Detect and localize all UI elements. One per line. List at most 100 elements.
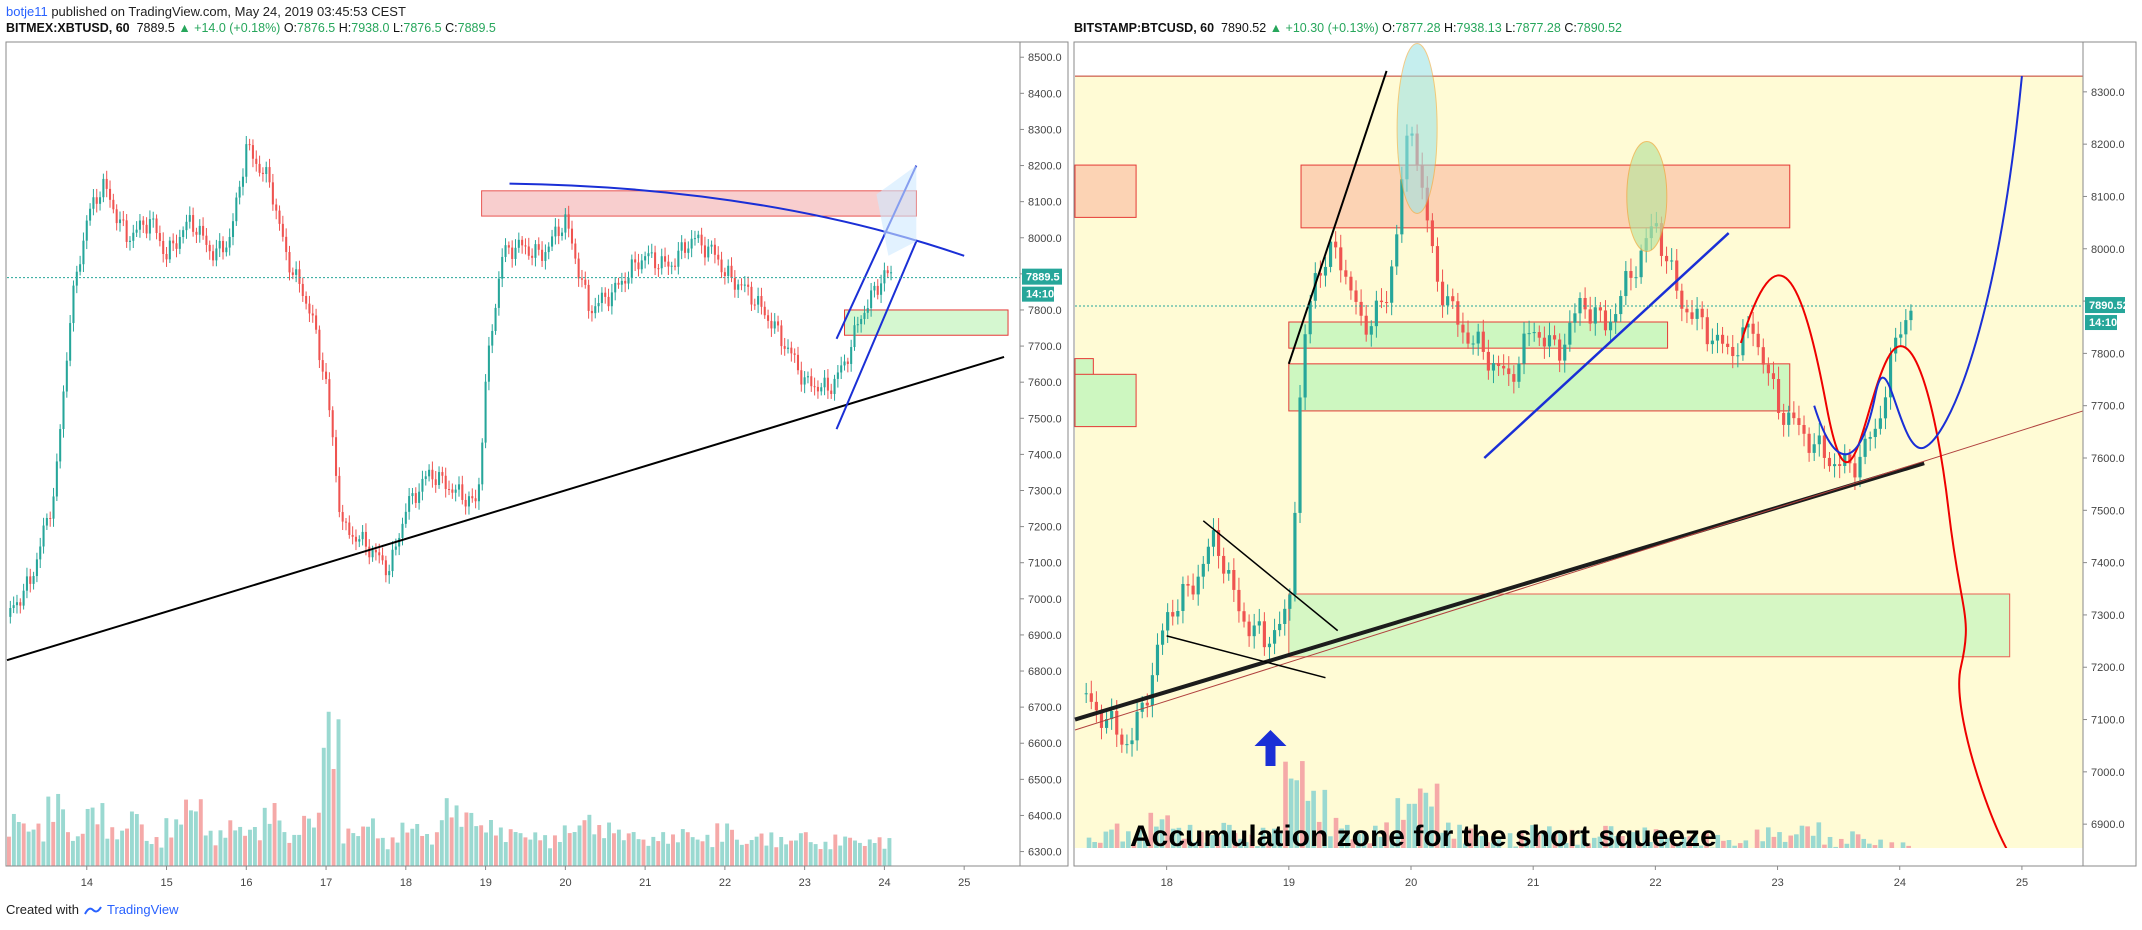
price-tick-label: 7800.0 bbox=[2091, 348, 2125, 360]
candle-body bbox=[1563, 344, 1567, 361]
accumulation-zone bbox=[1288, 593, 2011, 658]
candle-body bbox=[271, 182, 274, 205]
candle-body bbox=[481, 442, 484, 485]
candle-body bbox=[1293, 512, 1297, 595]
candle-body bbox=[1349, 276, 1353, 291]
candle-body bbox=[1868, 437, 1872, 439]
candle-body bbox=[1267, 643, 1272, 648]
candle-body bbox=[1766, 364, 1770, 374]
volume-bar bbox=[139, 824, 144, 866]
candle-body bbox=[22, 590, 25, 606]
volume-bar bbox=[420, 835, 425, 866]
candle-body bbox=[1308, 300, 1312, 335]
candle-body bbox=[1160, 630, 1165, 645]
candle-body bbox=[1573, 313, 1577, 323]
candle-body bbox=[444, 475, 447, 490]
candle-body bbox=[747, 284, 750, 287]
volume-bar bbox=[754, 836, 759, 866]
candle-body bbox=[1792, 412, 1796, 419]
price-tick-label: 8100.0 bbox=[1028, 197, 1062, 209]
volume-bar bbox=[439, 820, 444, 866]
candle-body bbox=[840, 365, 843, 373]
candle-body bbox=[870, 290, 873, 309]
candle-body bbox=[514, 247, 517, 259]
price-tick-label: 7800.0 bbox=[1028, 305, 1062, 317]
volume-bar bbox=[85, 808, 90, 866]
volume-bar bbox=[1114, 823, 1120, 866]
candle-body bbox=[1140, 702, 1144, 712]
volume-bar bbox=[1227, 824, 1232, 866]
volume-bar bbox=[26, 831, 31, 866]
volume-bar bbox=[149, 844, 154, 866]
candle-body bbox=[32, 576, 35, 584]
time-tick-label: 21 bbox=[639, 877, 651, 889]
time-tick-label: 23 bbox=[799, 877, 811, 889]
candle-body bbox=[325, 371, 328, 380]
volume-bar bbox=[523, 837, 528, 866]
volume-bar bbox=[1271, 828, 1277, 866]
tradingview-link[interactable]: TradingView bbox=[106, 902, 179, 917]
price-tick-label: 8300.0 bbox=[2091, 87, 2125, 99]
volume-bar bbox=[715, 823, 720, 866]
volume-bar bbox=[434, 832, 439, 866]
candle-body bbox=[1685, 308, 1689, 313]
candle-body bbox=[12, 605, 15, 609]
candle-body bbox=[394, 546, 397, 550]
volume-bar bbox=[1406, 803, 1412, 866]
candle-body bbox=[1517, 363, 1521, 382]
candle-body bbox=[521, 239, 524, 246]
price-label: 7889.5 bbox=[1026, 272, 1060, 284]
candle-body bbox=[1150, 675, 1154, 706]
candle-body bbox=[1822, 435, 1826, 458]
candle-body bbox=[880, 283, 883, 295]
candle-body bbox=[703, 245, 706, 258]
channel-fill bbox=[876, 165, 917, 256]
candle-body bbox=[205, 235, 208, 245]
countdown-label: 14:10 bbox=[2089, 317, 2117, 329]
candle-body bbox=[1303, 334, 1307, 398]
volume-bar bbox=[661, 832, 666, 866]
candle-body bbox=[1659, 223, 1664, 256]
author-link[interactable]: botje11 bbox=[6, 4, 48, 19]
candle-body bbox=[890, 272, 893, 274]
right-close: 7890.52 bbox=[1576, 21, 1622, 35]
volume-bar bbox=[567, 833, 572, 866]
volume-bar bbox=[56, 793, 61, 866]
volume-bar bbox=[631, 832, 636, 866]
candle-body bbox=[1782, 412, 1786, 425]
volume-bar bbox=[184, 799, 188, 866]
volume-bar bbox=[321, 747, 326, 866]
volume-bar bbox=[380, 837, 385, 866]
volume-bar bbox=[1339, 828, 1344, 866]
volume-bar bbox=[115, 839, 120, 866]
candle-body bbox=[391, 549, 394, 572]
wedge-upper bbox=[1202, 520, 1339, 632]
candle-body bbox=[883, 270, 886, 284]
candle-body bbox=[408, 496, 411, 512]
candle-body bbox=[255, 158, 258, 164]
volume-bar bbox=[1423, 792, 1429, 866]
candle-body bbox=[856, 324, 859, 326]
price-tick-label: 7000.0 bbox=[1028, 594, 1062, 606]
publish-info: published on TradingView.com, May 24, 20… bbox=[51, 4, 406, 19]
supply-zone-edge bbox=[1074, 164, 1137, 218]
price-tick-label: 8000.0 bbox=[1028, 233, 1062, 245]
candle-body bbox=[29, 576, 32, 584]
candle-body bbox=[1278, 623, 1282, 631]
volume-bar bbox=[1221, 822, 1227, 866]
candle-body bbox=[614, 282, 617, 293]
candle-body bbox=[158, 233, 161, 241]
candle-body bbox=[308, 303, 311, 314]
volume-bar bbox=[1109, 829, 1114, 866]
candle-body bbox=[421, 478, 424, 492]
candle-body bbox=[866, 308, 869, 313]
volume-bar bbox=[680, 829, 685, 866]
candle-body bbox=[235, 197, 238, 222]
candle-body bbox=[1771, 373, 1776, 380]
candle-body bbox=[15, 602, 19, 606]
volume-bar bbox=[1530, 825, 1535, 866]
volume-bar bbox=[1288, 778, 1294, 866]
candle-body bbox=[680, 242, 683, 251]
candle-body bbox=[713, 244, 716, 255]
